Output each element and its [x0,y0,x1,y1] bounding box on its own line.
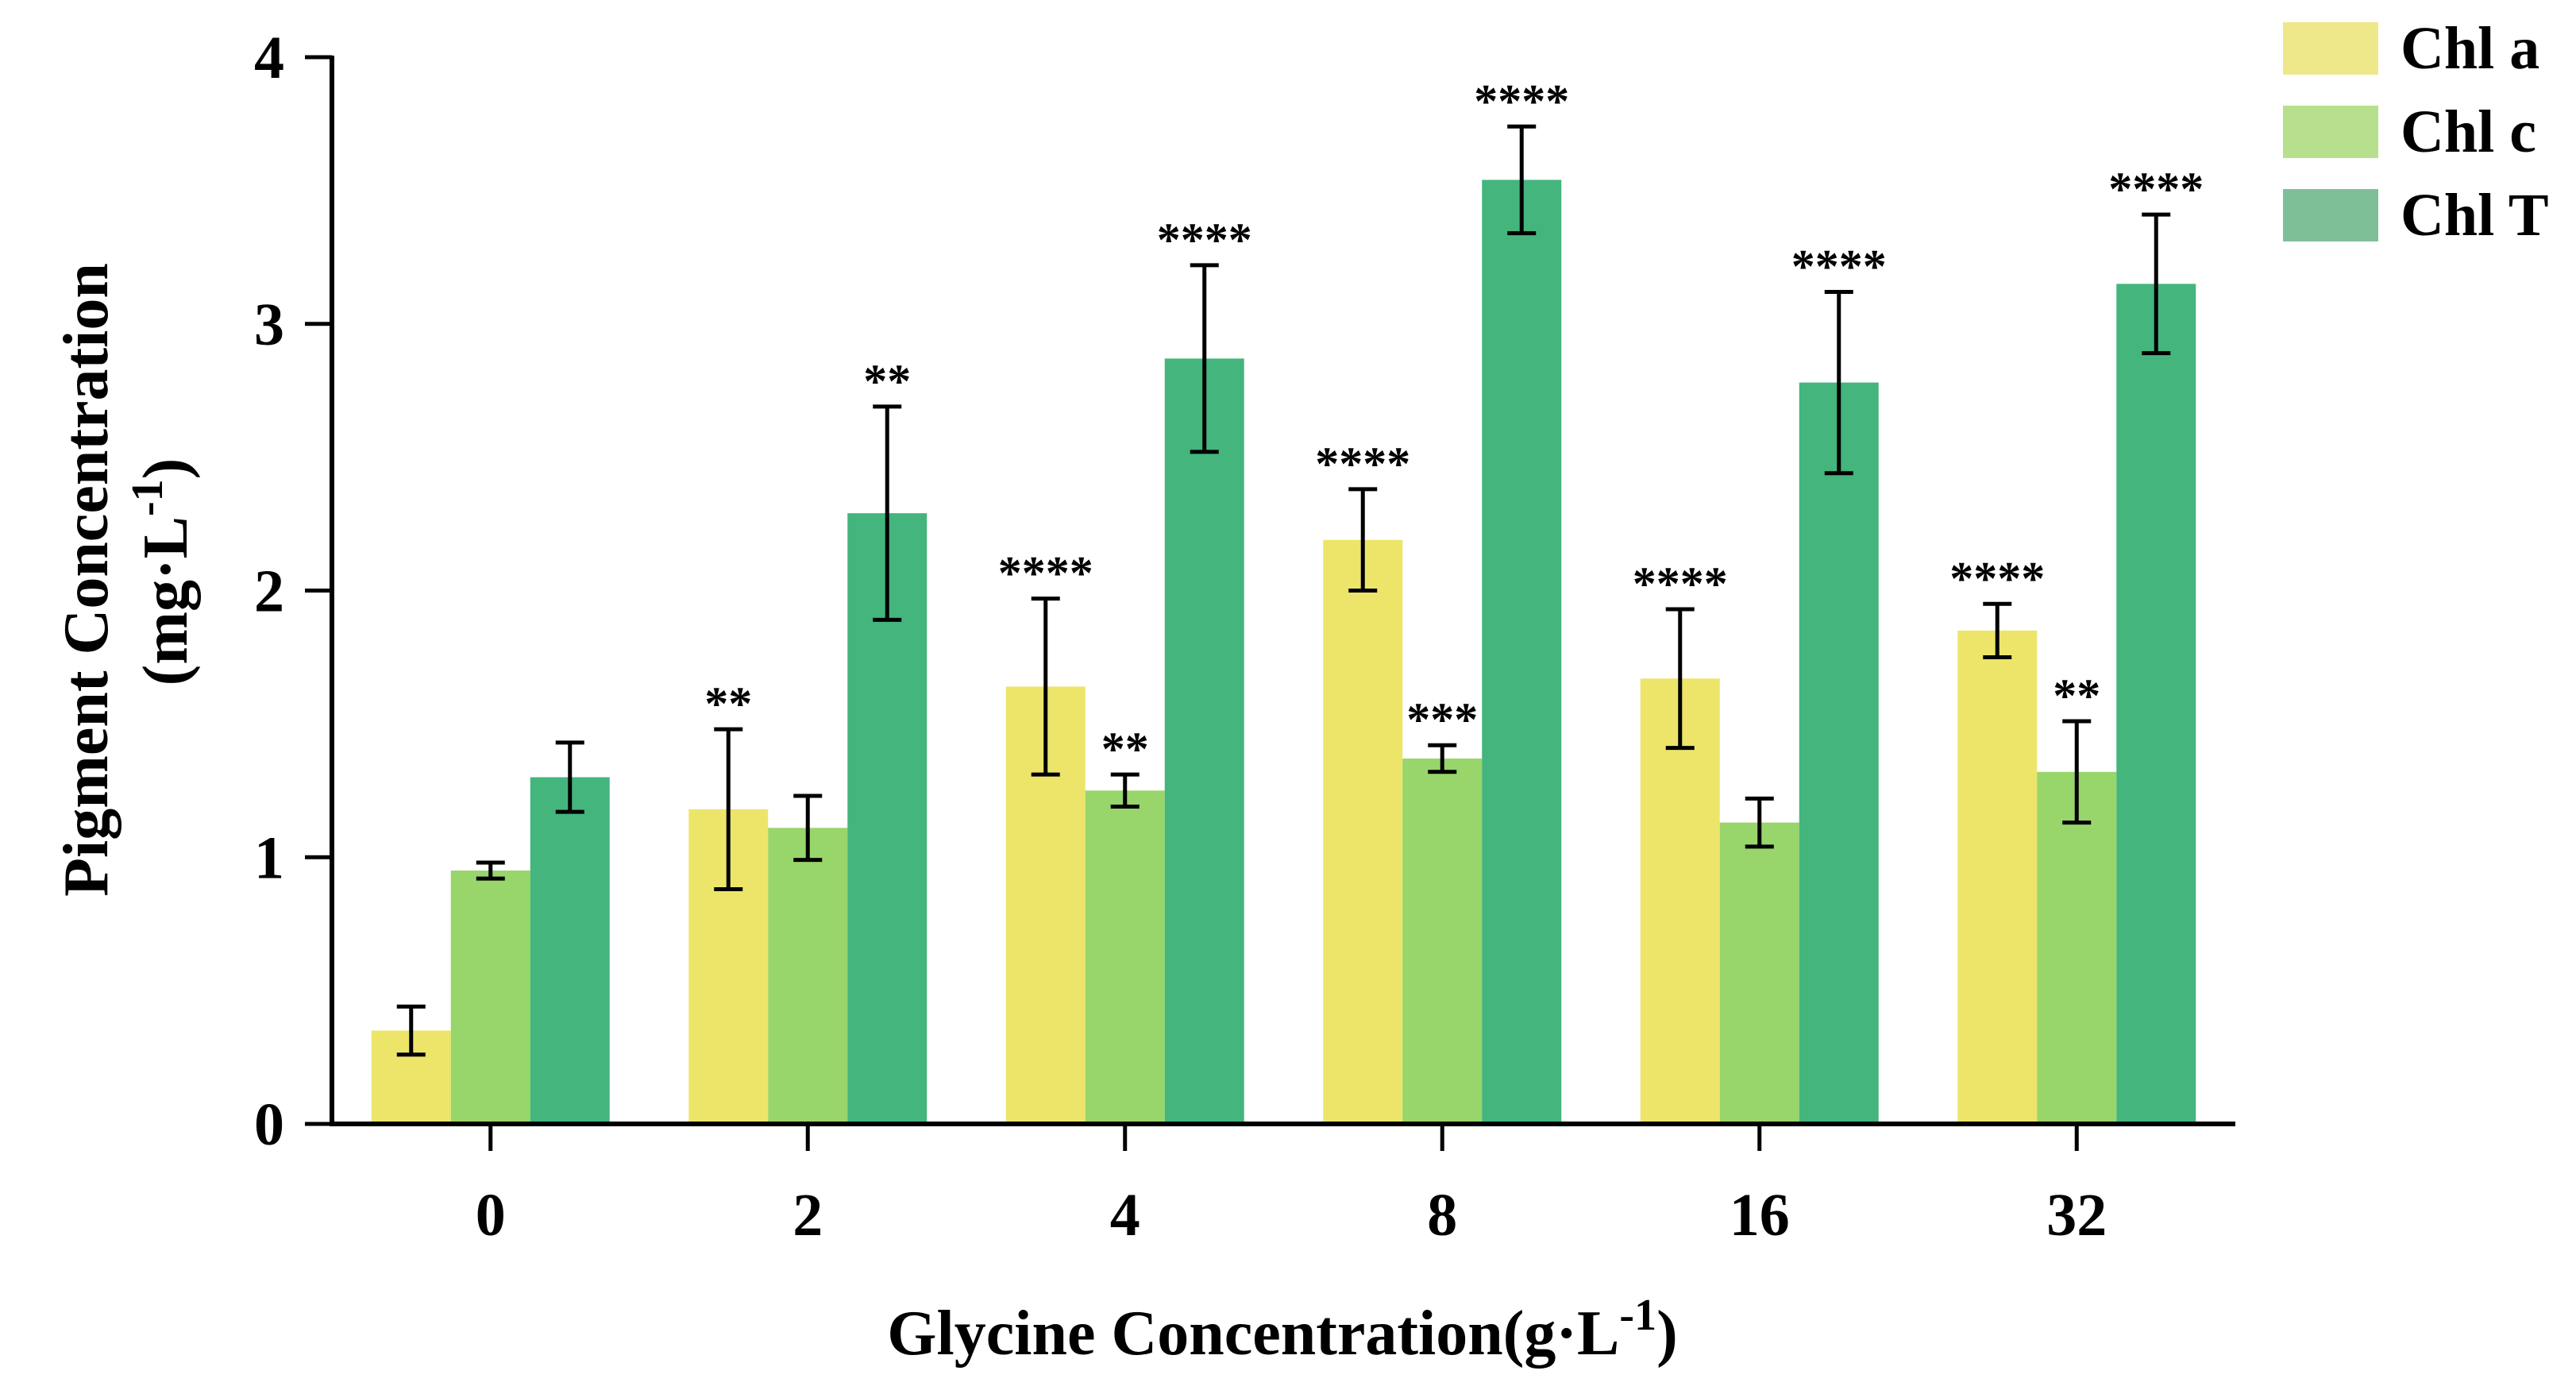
significance-label-chl-t-8: **** [1474,75,1569,127]
x-axis-title-text: Glycine Concentration(g·L [887,1299,1619,1369]
y-tick-label-4: 4 [254,25,284,91]
error-bar-chl-t-0 [555,740,584,814]
bar-chl-a-16 [1640,678,1720,1124]
x-tick-label-0: 0 [476,1182,506,1249]
bar-chl-c-4 [1085,790,1165,1124]
x-axis-title: Glycine Concentration(g·L-1) [887,1291,1677,1369]
y-tick-label-2: 2 [254,558,284,625]
x-tick-label-8: 8 [1427,1182,1457,1249]
bar-chl-t-8 [1482,180,1562,1124]
bar-chl-t-0 [530,777,610,1124]
error-bar-chl-t-32 [2142,212,2171,356]
significance-label-chl-c-32: ** [2053,670,2100,722]
error-bar-chl-a-16 [1665,607,1695,751]
bar-chl-a-32 [1957,630,2038,1124]
y-tick-label-3: 3 [254,292,284,358]
bar-chl-t-4 [1164,358,1244,1125]
legend-label-chl-c: Chl c [2401,98,2536,165]
significance-label-chl-a-2: ** [704,678,752,730]
x-axis-title-superscript: -1 [1619,1291,1656,1340]
error-bar-chl-c-0 [476,860,505,881]
bar-chl-c-2 [768,828,848,1124]
error-bar-chl-a-2 [714,727,743,892]
error-bar-chl-t-2 [873,404,902,622]
significance-label-chl-t-2: ** [863,355,911,407]
bar-chl-c-32 [2037,771,2117,1124]
bar-chl-c-0 [450,871,530,1124]
significance-label-chl-t-16: **** [1791,240,1887,292]
error-bar-chl-c-16 [1745,796,1774,849]
y-tick-label-0: 0 [254,1091,284,1158]
x-tick-label-32: 32 [2046,1182,2107,1249]
error-bar-chl-a-8 [1348,487,1378,593]
legend-swatch-chl-a [2283,22,2378,75]
significance-label-chl-c-4: ** [1101,723,1149,775]
x-axis-title-suffix: ) [1656,1299,1678,1369]
y-tick-label-1: 1 [254,824,284,891]
significance-label-chl-c-8: *** [1406,693,1478,746]
y-axis-title: Pigment Concentration (mg·L-1) [52,247,201,897]
significance-label-chl-t-32: **** [2108,163,2204,215]
error-bar-chl-a-0 [396,1004,426,1057]
significance-label-chl-t-4: **** [1157,214,1252,266]
y-axis-title-line2: (mg·L [131,516,201,685]
bar-chl-a-8 [1323,539,1403,1124]
significance-label-chl-a-32: **** [1949,552,2045,604]
legend-label-chl-t: Chl T [2401,182,2549,249]
significance-label-chl-a-16: **** [1633,558,1728,610]
y-axis-title-superscript: -1 [123,479,172,516]
error-bar-chl-t-4 [1190,263,1219,454]
legend-swatch-chl-c [2283,106,2378,158]
error-bar-chl-t-16 [1824,289,1853,476]
bar-chl-c-16 [1719,822,1799,1124]
error-bar-chl-a-32 [1983,601,2012,659]
bar-chl-c-8 [1402,759,1483,1124]
error-bar-chl-t-8 [1507,124,1537,236]
bar-chl-t-32 [2116,284,2196,1125]
legend-label-chl-a: Chl a [2401,15,2539,82]
error-bar-chl-a-4 [1031,597,1060,777]
significance-label-chl-a-4: **** [998,547,1093,600]
legend-swatch-chl-t [2283,189,2378,241]
significance-label-chl-a-8: **** [1315,438,1410,490]
error-bar-chl-c-32 [2062,719,2092,825]
error-bar-chl-c-2 [793,793,823,863]
bar-chl-t-16 [1799,382,1879,1124]
y-axis-title-line1: Pigment Concentration [52,263,121,897]
error-bar-chl-c-4 [1110,772,1140,809]
error-bar-chl-c-8 [1428,743,1457,774]
x-tick-label-16: 16 [1730,1182,1790,1249]
x-tick-label-4: 4 [1110,1182,1140,1249]
x-tick-label-2: 2 [792,1182,823,1249]
y-axis-title-suffix: ) [131,458,201,480]
